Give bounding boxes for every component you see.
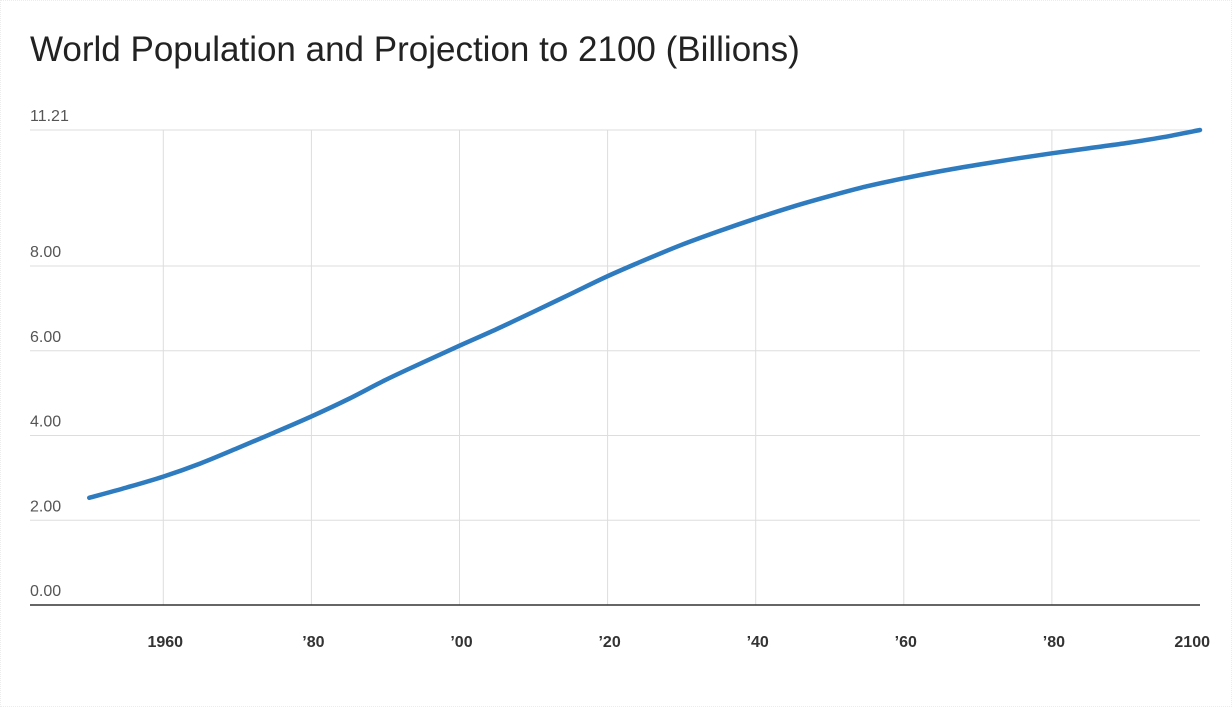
data-point — [606, 274, 610, 278]
data-point — [1124, 141, 1128, 145]
x-tick-label: ’00 — [450, 634, 472, 651]
series-line — [86, 127, 1203, 501]
data-point — [1013, 157, 1017, 161]
data-point — [1087, 146, 1091, 150]
data-point — [680, 243, 684, 247]
x-tick-label: 1960 — [147, 634, 183, 651]
data-point — [1198, 128, 1202, 132]
data-point — [791, 205, 795, 209]
data-point — [383, 378, 387, 382]
y-tick-label: 8.00 — [30, 244, 61, 261]
data-point — [939, 169, 943, 173]
y-tick-label: 6.00 — [30, 329, 61, 346]
data-point — [457, 344, 461, 348]
data-point — [532, 310, 536, 314]
data-point — [569, 292, 573, 296]
data-point — [161, 475, 165, 479]
data-point — [643, 258, 647, 262]
y-tick-label: 4.00 — [30, 414, 61, 431]
data-point — [1050, 151, 1054, 155]
data-point — [828, 194, 832, 198]
data-point — [420, 361, 424, 365]
series-layer — [86, 127, 1203, 501]
gridlines — [30, 129, 1200, 605]
chart-title: World Population and Projection to 2100 … — [30, 30, 800, 69]
data-point — [235, 446, 239, 450]
data-point — [309, 414, 313, 418]
data-point — [198, 461, 202, 465]
x-tick-label: ’60 — [895, 634, 917, 651]
x-tick-label: ’40 — [747, 634, 769, 651]
data-point — [976, 163, 980, 167]
data-point — [1161, 135, 1165, 139]
y-tick-label: 2.00 — [30, 498, 61, 515]
data-point — [87, 496, 91, 500]
data-point — [865, 184, 869, 188]
data-point — [717, 229, 721, 233]
x-tick-label: ’20 — [598, 634, 620, 651]
x-tick-label: ’80 — [302, 634, 324, 651]
data-point — [346, 397, 350, 401]
data-point — [124, 486, 128, 490]
data-point — [902, 176, 906, 180]
y-tick-label: 0.00 — [30, 583, 61, 600]
y-tick-label: 11.21 — [30, 108, 69, 125]
x-tick-label: 2100 — [1174, 634, 1210, 651]
data-point — [272, 431, 276, 435]
data-point — [495, 327, 499, 331]
axes: 0.00 2.00 4.00 6.00 8.00 11.21 1960 ’80 ’00 ’20 ’4… — [30, 108, 1210, 651]
x-tick-label: ’80 — [1043, 634, 1065, 651]
data-point — [754, 217, 758, 221]
